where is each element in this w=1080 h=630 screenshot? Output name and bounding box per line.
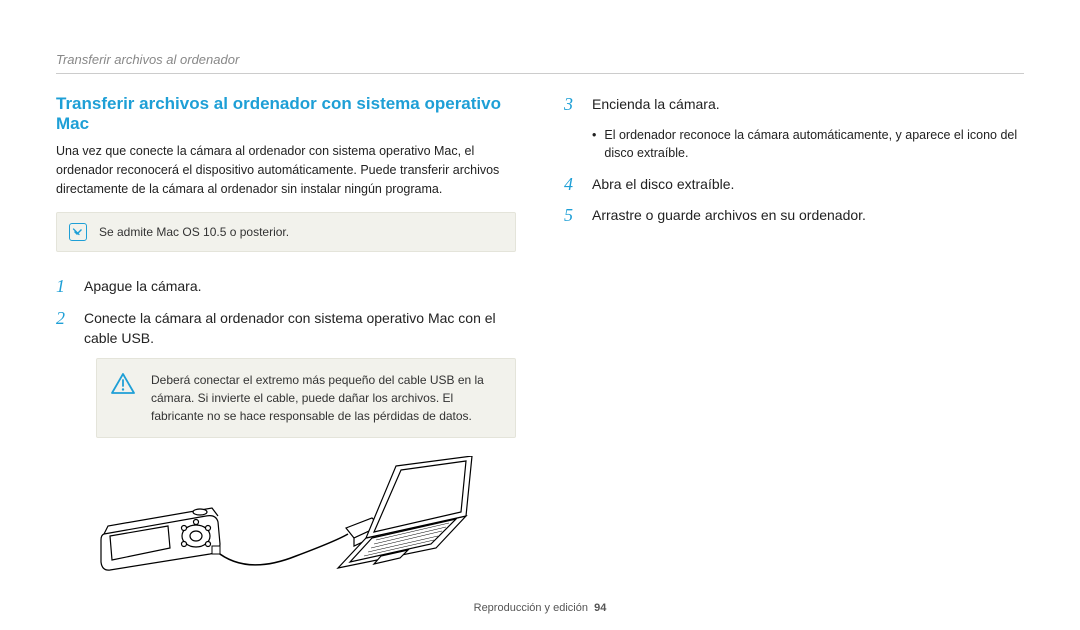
step-3-sub: • El ordenador reconoce la cámara automá… [592,126,1024,162]
step-text: Abra el disco extraíble. [592,174,734,196]
info-note-text: Se admite Mac OS 10.5 o posterior. [99,225,289,239]
step-text: Apague la cámara. [84,276,202,298]
step-1: 1 Apague la cámara. [56,276,516,298]
warning-icon [111,373,135,400]
info-icon [69,223,87,241]
footer-page-number: 94 [594,602,606,614]
page-footer: Reproducción y edición 94 [0,602,1080,614]
step-number: 5 [564,205,580,227]
right-column: 3 Encienda la cámara. • El ordenador rec… [564,94,1024,581]
left-column: Transferir archivos al ordenador con sis… [56,94,516,581]
intro-paragraph: Una vez que conecte la cámara al ordenad… [56,142,516,198]
step-text: Arrastre o guarde archivos en su ordenad… [592,205,866,227]
section-heading: Transferir archivos al ordenador con sis… [56,94,516,134]
step-number: 1 [56,276,72,298]
step-4: 4 Abra el disco extraíble. [564,174,1024,196]
step-number: 3 [564,94,580,116]
camera-laptop-illustration [96,456,516,581]
step-text: Encienda la cámara. [592,94,720,116]
divider [56,73,1024,74]
warning-box: Deberá conectar el extremo más pequeño d… [96,358,516,438]
step-3-sub-text: El ordenador reconoce la cámara automáti… [604,126,1024,162]
bullet-icon: • [592,126,596,162]
step-2: 2 Conecte la cámara al ordenador con sis… [56,308,516,349]
info-note-box: Se admite Mac OS 10.5 o posterior. [56,212,516,252]
step-5: 5 Arrastre o guarde archivos en su orden… [564,205,1024,227]
warning-text: Deberá conectar el extremo más pequeño d… [151,371,501,425]
breadcrumb: Transferir archivos al ordenador [56,52,1024,67]
step-number: 2 [56,308,72,349]
content-columns: Transferir archivos al ordenador con sis… [56,94,1024,581]
step-3: 3 Encienda la cámara. [564,94,1024,116]
footer-section: Reproducción y edición [474,602,588,614]
step-number: 4 [564,174,580,196]
step-text: Conecte la cámara al ordenador con siste… [84,308,516,349]
